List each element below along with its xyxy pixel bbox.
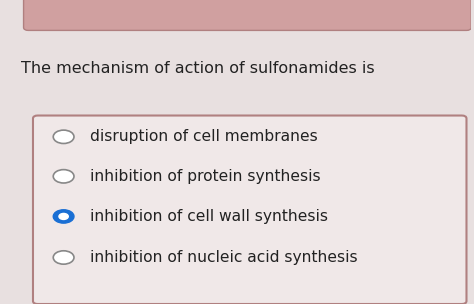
FancyBboxPatch shape — [24, 0, 471, 30]
Text: inhibition of nucleic acid synthesis: inhibition of nucleic acid synthesis — [90, 250, 357, 265]
Text: inhibition of cell wall synthesis: inhibition of cell wall synthesis — [90, 209, 328, 224]
FancyBboxPatch shape — [33, 116, 466, 304]
Text: disruption of cell membranes: disruption of cell membranes — [90, 129, 317, 144]
Text: inhibition of protein synthesis: inhibition of protein synthesis — [90, 169, 320, 184]
Circle shape — [53, 130, 74, 143]
Circle shape — [53, 210, 74, 223]
Circle shape — [53, 251, 74, 264]
Text: The mechanism of action of sulfonamides is: The mechanism of action of sulfonamides … — [21, 61, 375, 76]
Circle shape — [53, 170, 74, 183]
Circle shape — [59, 213, 68, 219]
